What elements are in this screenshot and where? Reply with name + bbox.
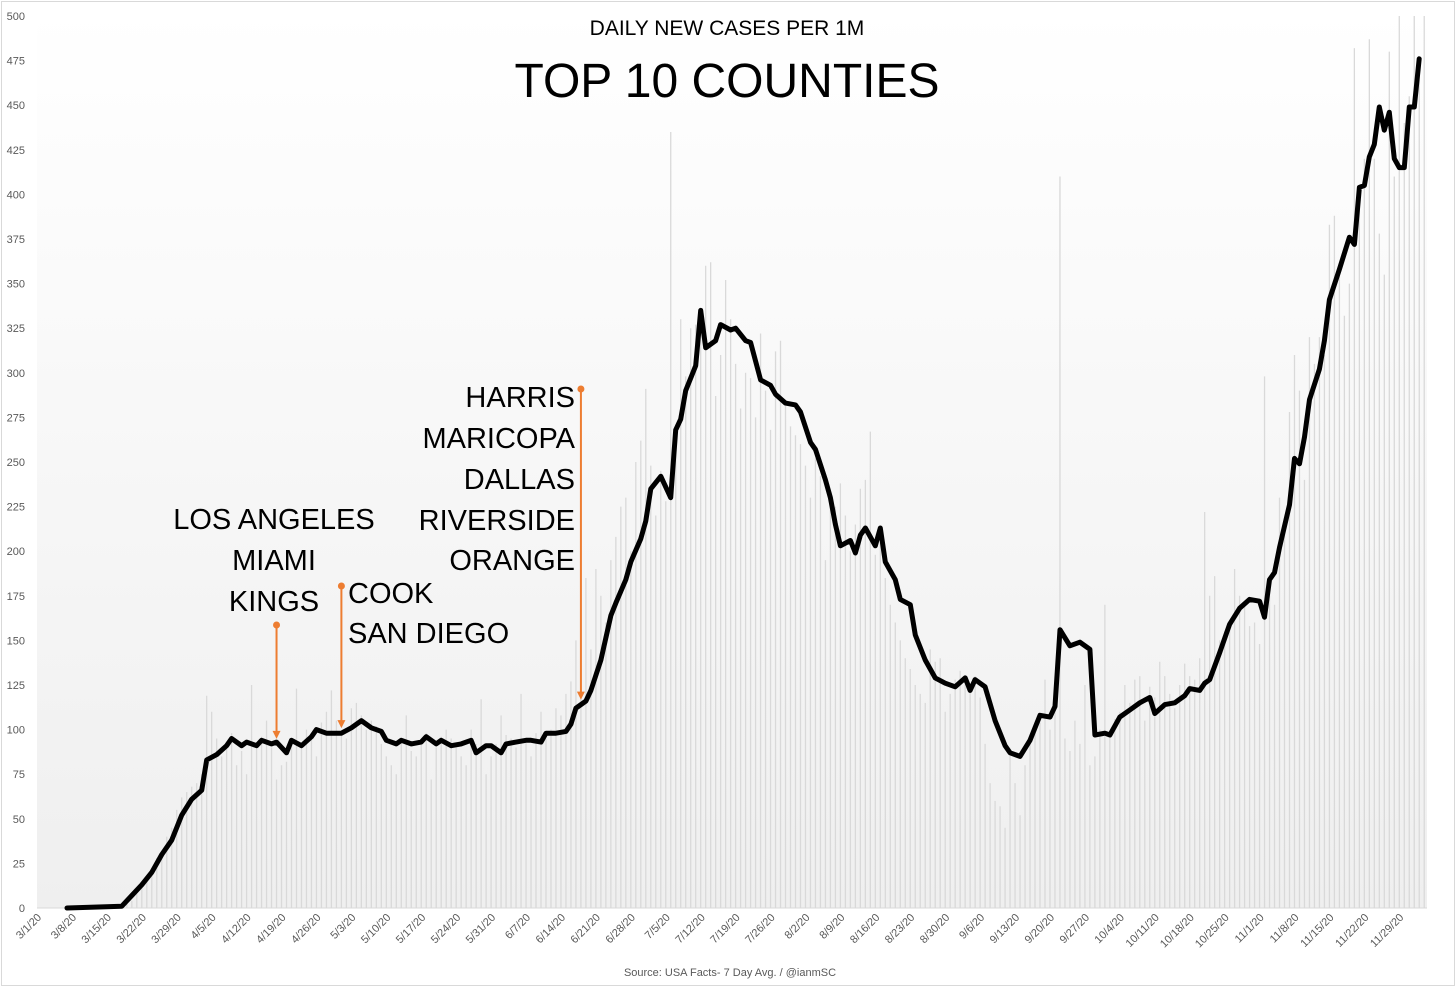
y-tick-label: 200: [7, 546, 25, 558]
annotation-arrowhead-icon: [576, 691, 585, 700]
chart-title: TOP 10 COUNTIES: [514, 55, 939, 108]
x-tick-label: 4/26/20: [289, 912, 323, 946]
chart-source: Source: USA Facts- 7 Day Avg. / @ianmSC: [624, 967, 836, 979]
y-tick-label: 100: [7, 725, 25, 737]
annotation-arrowhead-icon: [337, 720, 346, 729]
y-tick-label: 25: [13, 858, 25, 870]
y-axis: 0 25 50 75 100 125 150 175 200 225 250 275 300 325 350…: [7, 11, 25, 915]
x-tick-label: 11/1/20: [1233, 912, 1267, 946]
x-tick-label: 3/1/20: [14, 912, 44, 942]
y-tick-label: 125: [7, 680, 25, 692]
x-axis: 3/1/20 3/8/20 3/15/20 3/22/20 3/29/20 4/5/20 4…: [14, 912, 1406, 951]
y-tick-label: 250: [7, 457, 25, 469]
x-tick-label: 4/5/20: [189, 912, 219, 942]
annotation-label: COOK: [348, 578, 434, 610]
x-tick-label: 10/11/20: [1124, 912, 1162, 950]
y-tick-label: 175: [7, 591, 25, 603]
x-tick-label: 5/24/20: [429, 912, 463, 946]
x-tick-label: 11/22/20: [1333, 912, 1371, 950]
x-tick-label: 5/10/20: [359, 912, 393, 946]
x-tick-label: 10/4/20: [1093, 912, 1127, 946]
x-tick-label: 6/7/20: [503, 912, 533, 942]
y-tick-label: 450: [7, 100, 25, 112]
annotation-arrowhead-icon: [272, 730, 281, 739]
bar-series: [91, 16, 1425, 908]
x-tick-label: 8/23/20: [883, 912, 917, 946]
x-tick-label: 8/2/20: [782, 912, 812, 942]
x-tick-label: 7/12/20: [673, 912, 707, 946]
x-tick-label: 3/29/20: [149, 912, 183, 946]
x-tick-label: 9/13/20: [988, 912, 1022, 946]
annotation-label: RIVERSIDE: [419, 505, 575, 537]
x-tick-label: 6/28/20: [603, 912, 637, 946]
annotation-label: SAN DIEGO: [348, 618, 509, 650]
y-tick-label: 75: [13, 769, 25, 781]
y-tick-label: 0: [19, 903, 25, 915]
y-tick-label: 400: [7, 189, 25, 201]
y-tick-label: 225: [7, 502, 25, 514]
x-tick-label: 4/19/20: [254, 912, 288, 946]
annotation-label: MIAMI: [232, 545, 316, 577]
y-tick-label: 325: [7, 323, 25, 335]
y-tick-label: 275: [7, 412, 25, 424]
x-tick-label: 6/21/20: [569, 912, 603, 946]
annotation-la-group: LOS ANGELES MIAMI KINGS: [173, 504, 375, 739]
line-series-7day-avg: [64, 56, 1422, 911]
x-tick-label: 6/14/20: [534, 912, 568, 946]
y-tick-label: 150: [7, 635, 25, 647]
y-tick-label: 475: [7, 56, 25, 68]
x-tick-label: 7/19/20: [708, 912, 742, 946]
annotation-label: KINGS: [229, 586, 319, 618]
x-tick-label: 8/30/20: [918, 912, 952, 946]
annotation-label: DALLAS: [464, 464, 575, 496]
x-tick-label: 10/18/20: [1158, 912, 1197, 951]
y-tick-label: 300: [7, 368, 25, 380]
y-tick-label: 350: [7, 279, 25, 291]
chart-subtitle: DAILY NEW CASES PER 1M: [590, 17, 865, 40]
x-tick-label: 11/15/20: [1298, 912, 1336, 950]
x-tick-label: 5/17/20: [394, 912, 428, 946]
x-tick-label: 9/20/20: [1023, 912, 1057, 946]
x-tick-label: 5/3/20: [328, 912, 358, 942]
annotation-label: LOS ANGELES: [173, 504, 375, 536]
x-tick-label: 9/27/20: [1058, 912, 1092, 946]
x-tick-label: 7/26/20: [743, 912, 777, 946]
x-tick-label: 4/12/20: [219, 912, 253, 946]
annotation-cook-group: COOK SAN DIEGO: [337, 578, 509, 729]
annotation-harris-group: HARRIS MARICOPA DALLAS RIVERSIDE ORANGE: [419, 382, 585, 700]
x-tick-label: 8/9/20: [817, 912, 847, 942]
x-tick-label: 11/8/20: [1268, 912, 1302, 946]
plot-area: [37, 8, 1427, 908]
y-tick-label: 500: [7, 11, 25, 23]
annotation-label: HARRIS: [465, 382, 575, 414]
annotation-label: ORANGE: [449, 545, 575, 577]
x-tick-label: 10/25/20: [1193, 912, 1232, 951]
y-tick-label: 375: [7, 234, 25, 246]
x-tick-label: 3/8/20: [49, 912, 79, 942]
x-tick-label: 3/22/20: [114, 912, 148, 946]
annotation-label: MARICOPA: [422, 423, 575, 455]
x-tick-label: 8/16/20: [848, 912, 882, 946]
x-tick-label: 11/29/20: [1368, 912, 1406, 950]
x-tick-label: 9/6/20: [957, 912, 987, 942]
y-tick-label: 50: [13, 814, 25, 826]
x-tick-label: 5/31/20: [464, 912, 498, 946]
y-tick-label: 425: [7, 145, 25, 157]
x-tick-label: 7/5/20: [643, 912, 673, 942]
x-tick-label: 3/15/20: [80, 912, 114, 946]
